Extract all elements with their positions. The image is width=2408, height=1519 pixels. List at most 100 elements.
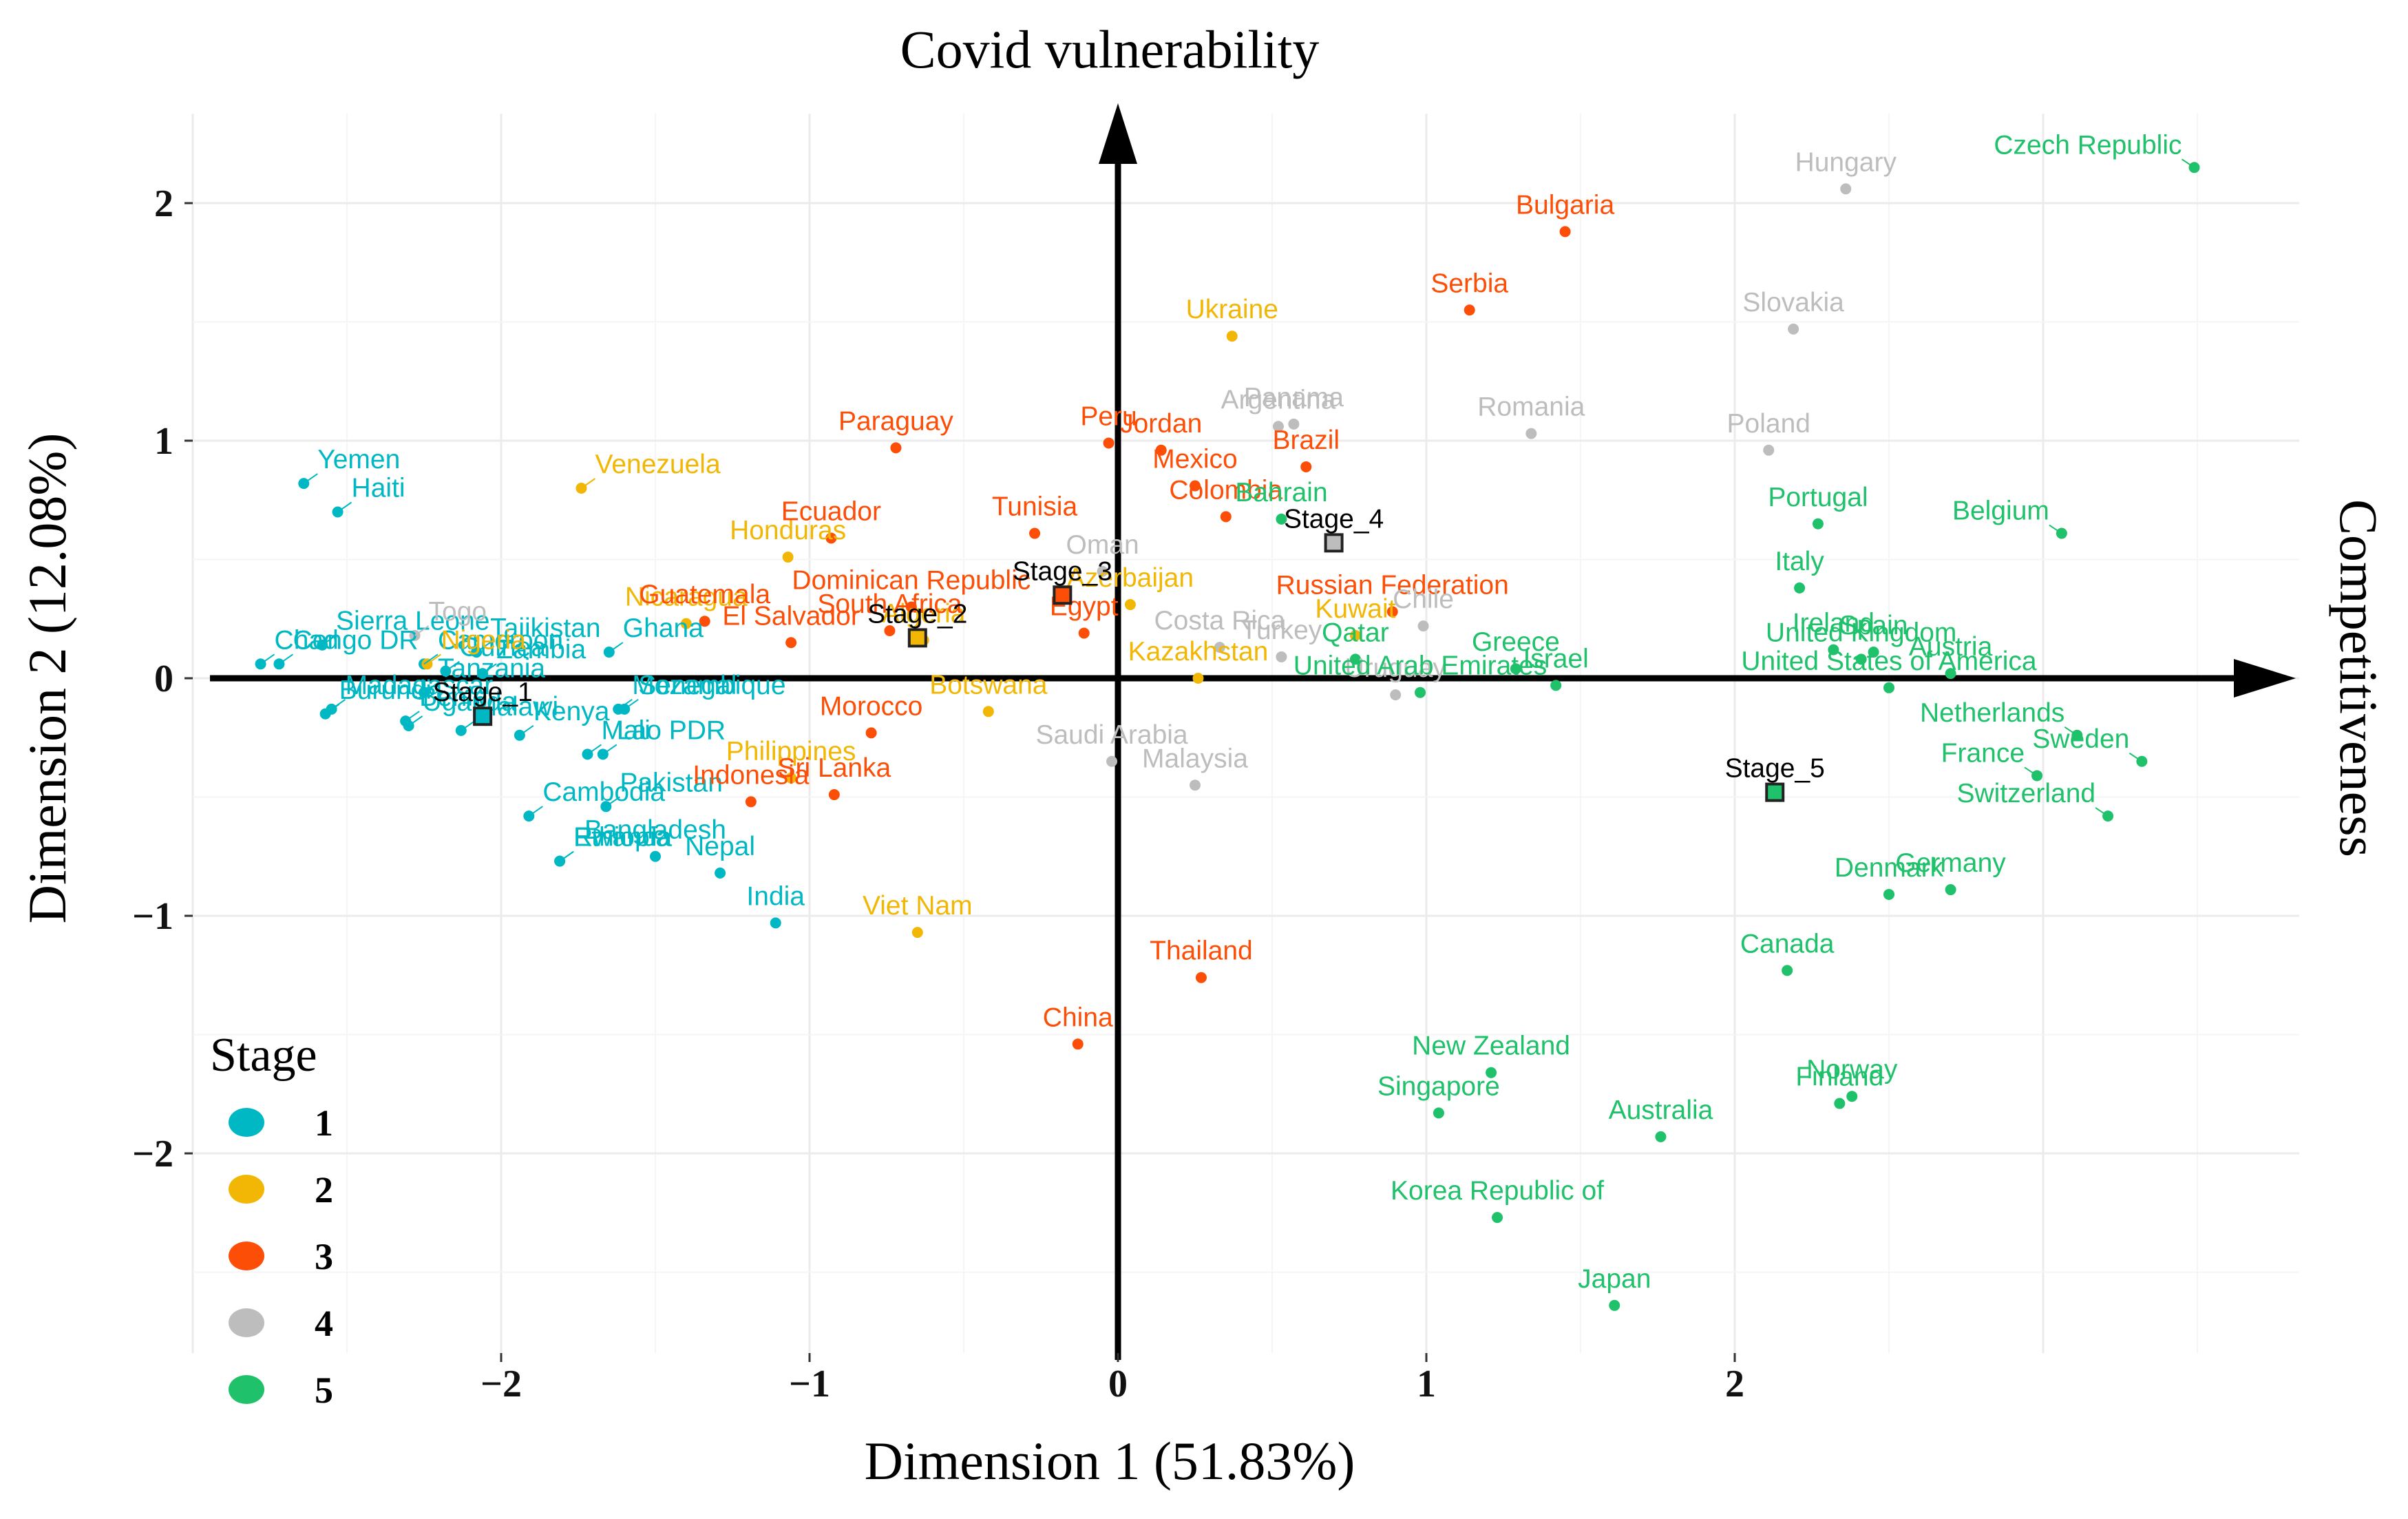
x-tick-label: −2 <box>480 1363 522 1405</box>
legend-label-3: 3 <box>315 1236 333 1277</box>
label-united-kingdom: United Kingdom <box>1766 618 1957 647</box>
leader-netherlands <box>2064 726 2078 736</box>
leader-tajikistan <box>476 642 491 653</box>
label-belgium: Belgium <box>1952 496 2049 526</box>
y-tick-label: −1 <box>132 895 173 938</box>
leader-belgium <box>2049 524 2062 534</box>
label-india: India <box>746 881 805 911</box>
centroid-stage-1 <box>473 706 493 726</box>
label-dominican-republic: Dominican Republic <box>792 566 1031 596</box>
point-egypt <box>1078 627 1090 639</box>
axes <box>210 103 2296 1360</box>
centroid-label-stage-3: Stage_3 <box>1013 556 1112 586</box>
label-colombia: Colombia <box>1169 475 1282 505</box>
label-romania: Romania <box>1477 392 1585 422</box>
point-bulgaria <box>1559 226 1571 238</box>
label-chile: Chile <box>1393 585 1454 614</box>
label-france: France <box>1941 738 2025 768</box>
point-morocco <box>865 727 877 739</box>
point-portugal <box>1812 518 1824 530</box>
point-brazil <box>1300 461 1312 472</box>
legend-key-5 <box>229 1375 264 1404</box>
point-ukraine <box>1226 331 1238 342</box>
point-united-states-of-america <box>1883 682 1894 693</box>
label-spain: Spain <box>1839 611 1908 640</box>
label-madagascar: Madagascar <box>346 671 494 700</box>
leader-zambia <box>482 663 497 674</box>
label-turkey: Turkey <box>1241 616 1322 645</box>
label-uruguay: Uruguay <box>1344 653 1446 683</box>
label-kuwait: Kuwait <box>1315 594 1395 624</box>
label-nigeria: Nigeria <box>441 625 526 655</box>
label-greece: Greece <box>1472 627 1560 657</box>
label-pakistan: Pakistan <box>620 768 723 797</box>
point-ireland <box>1828 644 1839 656</box>
data-points <box>255 162 2200 1311</box>
label-tunisia: Tunisia <box>992 492 1078 522</box>
point-finland <box>1834 1098 1846 1109</box>
label-mexico: Mexico <box>1152 445 1238 474</box>
point-ecuador <box>825 532 837 544</box>
point-new-zealand <box>1486 1067 1497 1078</box>
y-tick-label: −2 <box>132 1133 173 1175</box>
label-brazil: Brazil <box>1273 426 1340 455</box>
label-tanzania: Tanzania <box>438 654 545 684</box>
point-russian-federation <box>1386 606 1398 618</box>
leader-ethiopia <box>559 850 574 862</box>
label-australia: Australia <box>1609 1096 1713 1125</box>
label-mozambique: Mozambique <box>632 671 785 700</box>
leader-cambodia <box>528 806 543 817</box>
label-togo: Togo <box>429 597 487 627</box>
point-denmark <box>1883 888 1894 900</box>
leader-czech-republic <box>2181 158 2195 169</box>
point-indonesia <box>745 796 757 808</box>
leader-togo <box>414 625 430 636</box>
point-argentina <box>1272 421 1284 432</box>
label-russian-federation: Russian Federation <box>1276 570 1509 600</box>
point-mexico <box>1190 480 1201 492</box>
point-greece <box>1510 663 1521 675</box>
label-yemen: Yemen <box>317 445 400 474</box>
label-guatemala: Guatemala <box>639 580 770 609</box>
point-paraguay <box>890 442 902 454</box>
label-costa-rica: Costa Rica <box>1154 606 1285 636</box>
point-qatar <box>1349 653 1361 665</box>
leader-switzerland <box>2095 807 2109 817</box>
point-austria <box>1945 668 1956 680</box>
label-ecuador: Ecuador <box>781 496 881 526</box>
label-senegal: Senegal <box>638 671 737 700</box>
leader-congo-dr <box>278 653 294 665</box>
point-malaysia <box>1190 779 1201 791</box>
point-sri-lanka <box>828 789 840 801</box>
point-saudi-arabia <box>1106 755 1118 767</box>
point-viet-nam <box>911 927 923 939</box>
label-bahrain: Bahrain <box>1235 478 1327 507</box>
label-finland: Finland <box>1795 1062 1883 1092</box>
legend-label-4: 4 <box>315 1303 333 1344</box>
label-sierra-leone: Sierra Leone <box>336 607 489 636</box>
leader-venezuela <box>580 478 596 489</box>
point-oman <box>1097 565 1108 577</box>
label-korea-republic-of: Korea Republic of <box>1391 1176 1604 1206</box>
point-poland <box>1763 444 1775 456</box>
centroid-stage-5 <box>1765 782 1785 802</box>
point-chile <box>1417 620 1429 632</box>
centroid-label-stage-5: Stage_5 <box>1725 754 1825 784</box>
label-uganda: Uganda <box>423 687 517 717</box>
label-united-arab-emirates: United Arab Emirates <box>1293 651 1548 681</box>
y-axis-title: Dimension 2 (12.08%) <box>17 433 77 924</box>
point-romania <box>1525 428 1537 439</box>
label-denmark: Denmark <box>1835 853 1944 883</box>
leader-ghana <box>609 642 624 653</box>
leader-benin <box>405 711 420 722</box>
point-uruguay <box>1390 689 1402 701</box>
point-hungary <box>1840 183 1852 195</box>
label-peru: Peru <box>1080 401 1137 431</box>
label-algeria: Algeria <box>882 599 966 629</box>
point-germany <box>1945 884 1956 896</box>
leader-france <box>2024 766 2038 777</box>
label-chad: Chad <box>275 625 339 655</box>
label-ghana: Ghana <box>623 614 704 643</box>
leader-malawi <box>461 720 476 731</box>
